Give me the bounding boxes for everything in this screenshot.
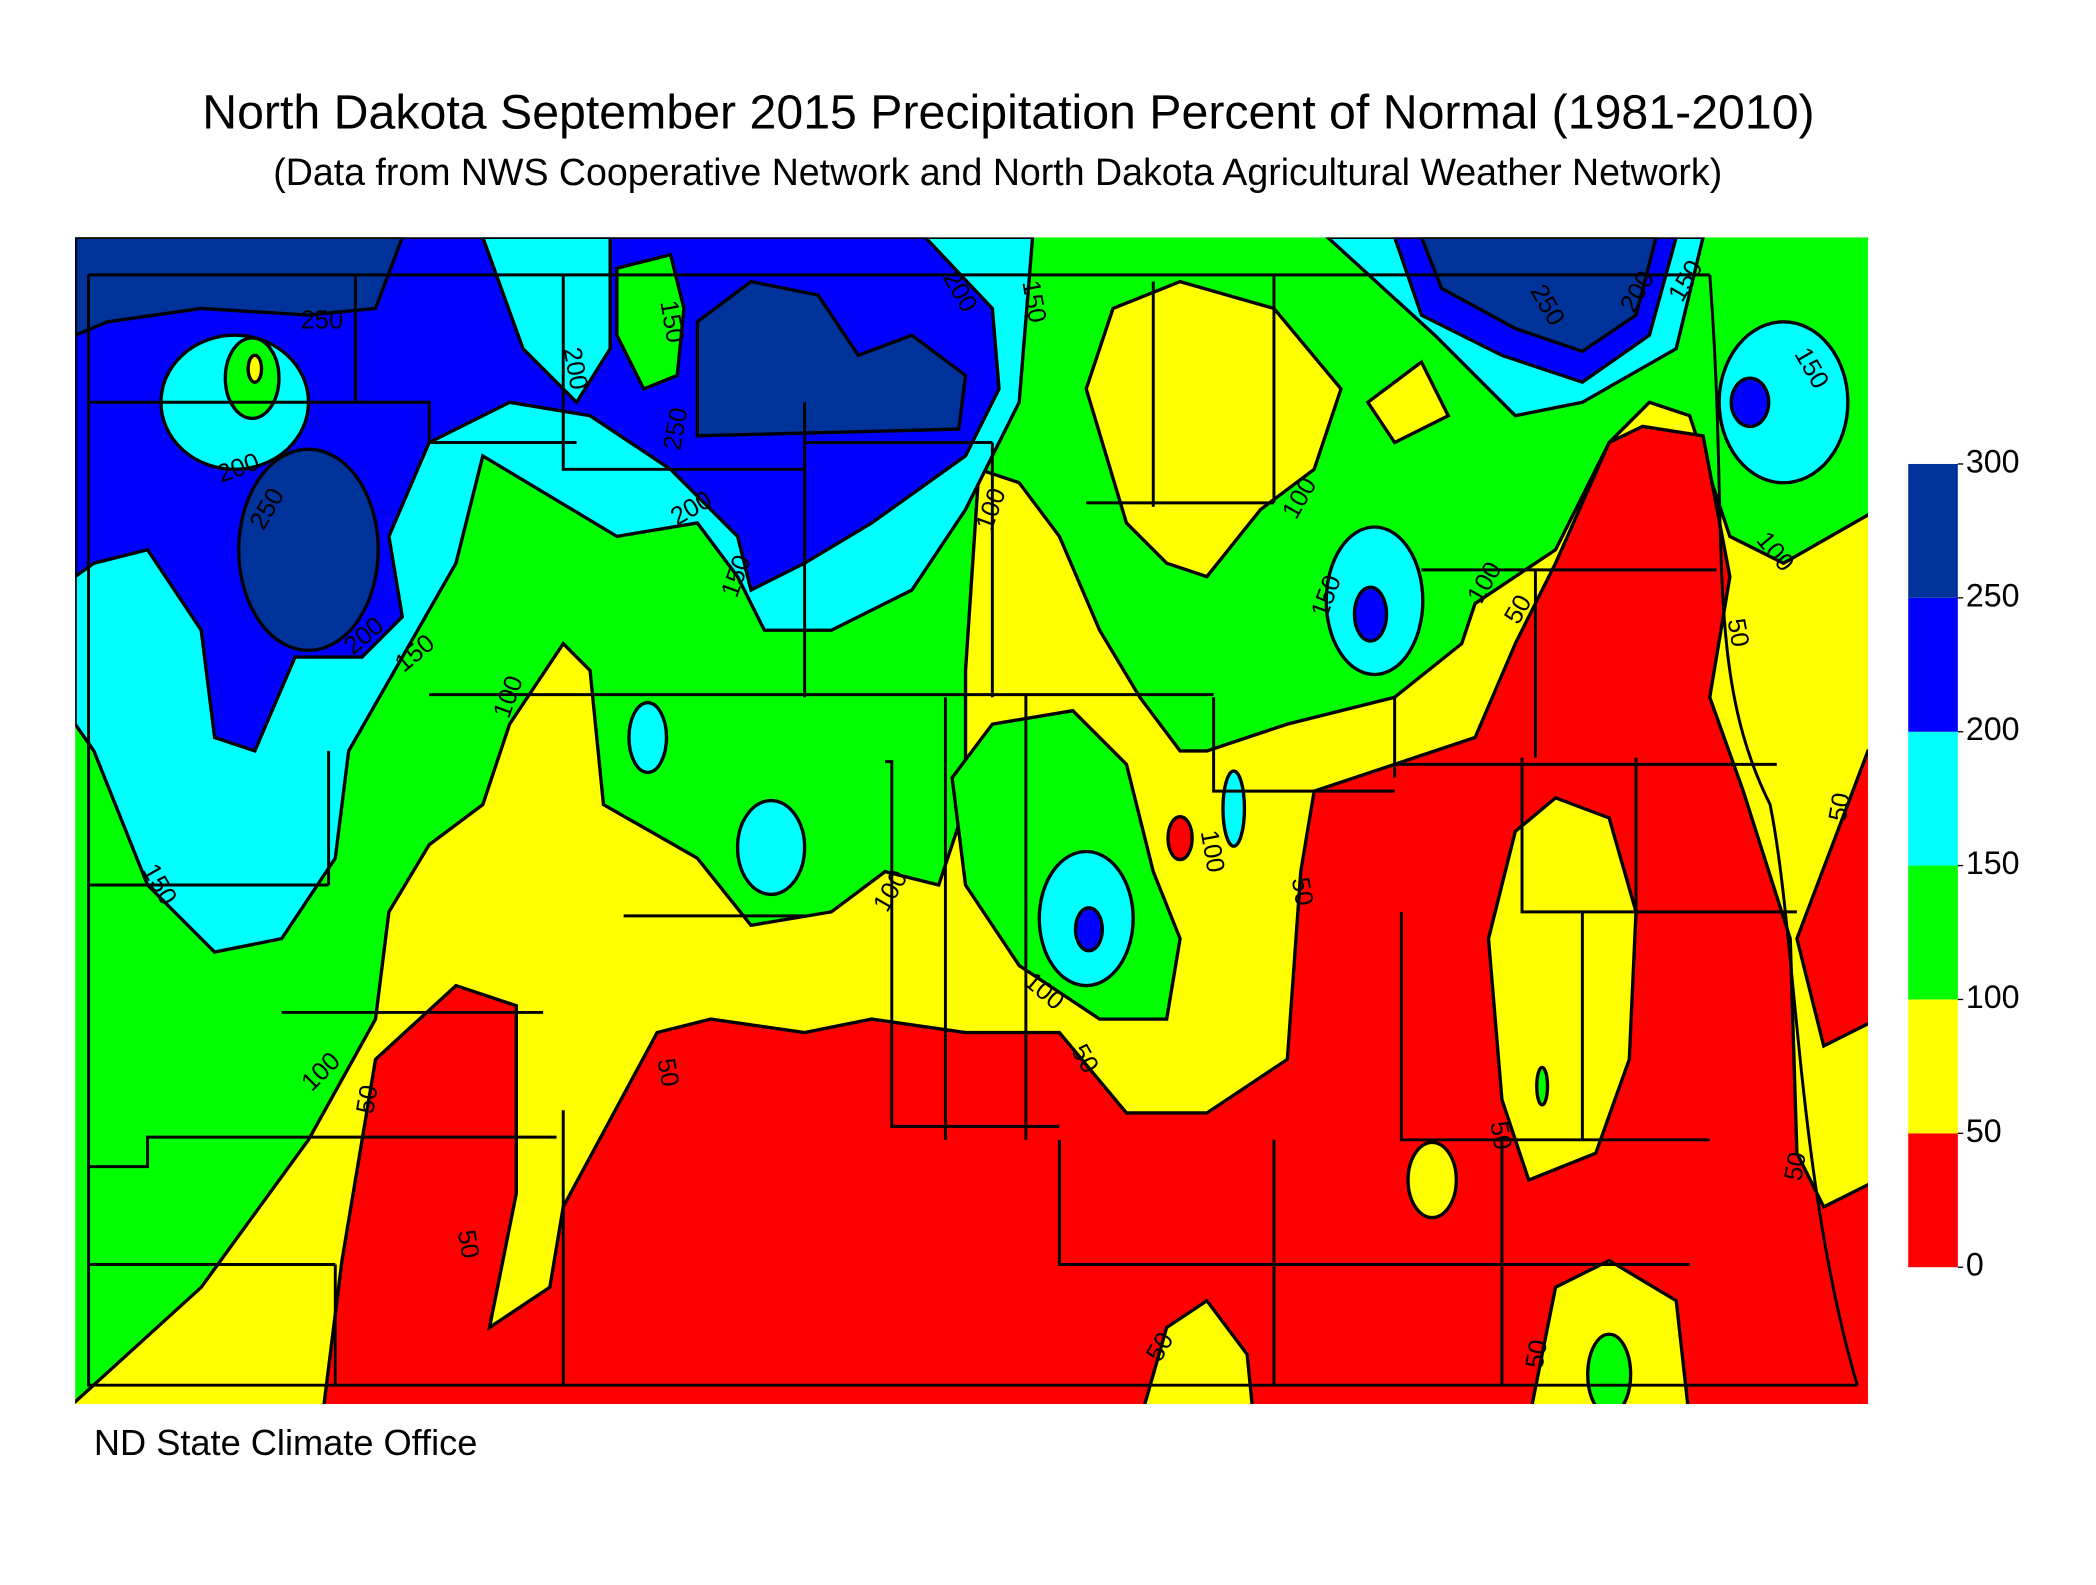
- contour-label: 150: [1016, 278, 1051, 325]
- colorbar-band: [1908, 1133, 1958, 1268]
- county-boundary: [1399, 911, 1710, 1142]
- title: North Dakota September 2015 Precipitatio…: [202, 86, 1814, 140]
- county-boundary: [87, 274, 1858, 1387]
- contour-label: 150: [654, 298, 689, 345]
- colorbar-band: [1908, 731, 1958, 866]
- county-boundary: [353, 274, 577, 444]
- region: [627, 700, 669, 775]
- region: [246, 353, 264, 384]
- county-boundary: [1212, 697, 1395, 793]
- region: [1073, 906, 1104, 953]
- region: [1352, 585, 1389, 643]
- region: [1406, 1140, 1458, 1220]
- region: [1530, 1258, 1690, 1404]
- colorbar-label: 300: [1966, 443, 2020, 479]
- region: [1221, 769, 1247, 848]
- colorbar-label: 250: [1966, 577, 2020, 613]
- region: [1143, 1298, 1254, 1404]
- colorbar-label: 100: [1966, 979, 2020, 1015]
- contour-label: 50: [1286, 875, 1318, 908]
- region: [1486, 795, 1638, 1183]
- colorbar-band: [1908, 865, 1958, 1000]
- colorbar-band: [1908, 999, 1958, 1134]
- contour-label: 50: [1484, 1119, 1516, 1152]
- region: [1535, 1065, 1550, 1107]
- region: [695, 279, 968, 438]
- region: [1586, 1332, 1633, 1404]
- region: [1795, 749, 1868, 1049]
- contour-label: 50: [1779, 1150, 1811, 1183]
- region: [481, 237, 612, 405]
- county-boundary: [1708, 274, 1859, 1386]
- county-boundary: [885, 760, 1060, 1128]
- county-boundary: [1520, 757, 1797, 914]
- region: [1365, 359, 1451, 445]
- colorbar-label: 0: [1966, 1247, 1984, 1283]
- county-boundary: [1057, 1139, 1690, 1266]
- contour-label: 50: [452, 1228, 484, 1261]
- colorbar-label: 200: [1966, 711, 2020, 747]
- colorbar-label: 150: [1966, 845, 2020, 881]
- colorbar-label: 50: [1966, 1113, 2002, 1149]
- colorbar-band: [1908, 463, 1958, 598]
- contour-label: 50: [1722, 616, 1754, 649]
- contour-label: 250: [301, 307, 344, 335]
- credit: ND State Climate Office: [94, 1422, 477, 1463]
- region: [615, 252, 686, 392]
- contour-label: 200: [558, 345, 593, 392]
- contour-label: 50: [1521, 1338, 1553, 1371]
- colorbar-band: [1908, 597, 1958, 732]
- contour-label: 50: [1824, 791, 1856, 824]
- colorbar: 0 50 100 150 200 250 300: [1908, 443, 2020, 1283]
- region: [1166, 814, 1194, 862]
- contour-label: 100: [1195, 828, 1230, 875]
- region: [322, 424, 1868, 1404]
- region: [1419, 237, 1658, 354]
- contour-label: 50: [351, 1083, 383, 1116]
- region: [75, 237, 405, 338]
- region: [1717, 320, 1850, 485]
- contour-label: 50: [651, 1056, 683, 1089]
- region: [237, 447, 380, 653]
- region: [1729, 376, 1771, 429]
- county-boundary: [88, 1135, 557, 1169]
- subtitle: (Data from NWS Cooperative Network and N…: [273, 151, 1722, 193]
- region: [735, 798, 807, 897]
